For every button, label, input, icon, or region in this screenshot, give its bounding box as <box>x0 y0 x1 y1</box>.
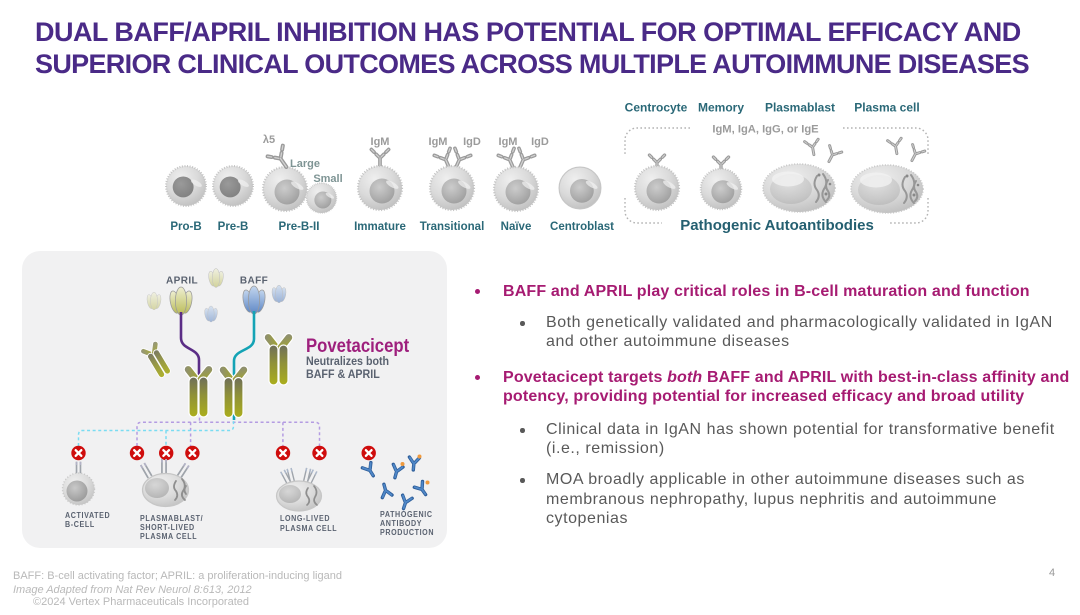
svg-text:IgM: IgM <box>499 136 518 148</box>
svg-text:Plasmablast: Plasmablast <box>765 101 835 115</box>
svg-text:IgD: IgD <box>463 136 481 148</box>
svg-text:Plasma cell: Plasma cell <box>854 101 919 115</box>
svg-text:Centrocyte: Centrocyte <box>625 101 688 115</box>
svg-text:Pathogenic Autoantibodies: Pathogenic Autoantibodies <box>680 217 874 234</box>
svg-text:Pre-B-II: Pre-B-II <box>279 221 320 233</box>
svg-text:BAFF: BAFF <box>240 276 268 287</box>
svg-text:Immature: Immature <box>354 221 406 233</box>
svg-text:Centroblast: Centroblast <box>550 221 614 233</box>
svg-text:IgM: IgM <box>371 136 390 148</box>
svg-text:IgD: IgD <box>531 136 549 148</box>
svg-text:APRIL: APRIL <box>166 276 198 287</box>
svg-text:Large: Large <box>290 158 320 170</box>
svg-text:λ5: λ5 <box>263 134 275 146</box>
svg-text:Transitional: Transitional <box>420 221 485 233</box>
svg-text:Pre-B: Pre-B <box>218 221 249 233</box>
svg-text:Memory: Memory <box>698 101 744 115</box>
svg-text:Pro-B: Pro-B <box>170 221 201 233</box>
svg-text:Small: Small <box>313 173 342 185</box>
svg-text:IgM: IgM <box>429 136 448 148</box>
svg-text:IgM, IgA, IgG, or IgE: IgM, IgA, IgG, or IgE <box>712 124 819 136</box>
svg-text:Naïve: Naïve <box>501 221 532 233</box>
